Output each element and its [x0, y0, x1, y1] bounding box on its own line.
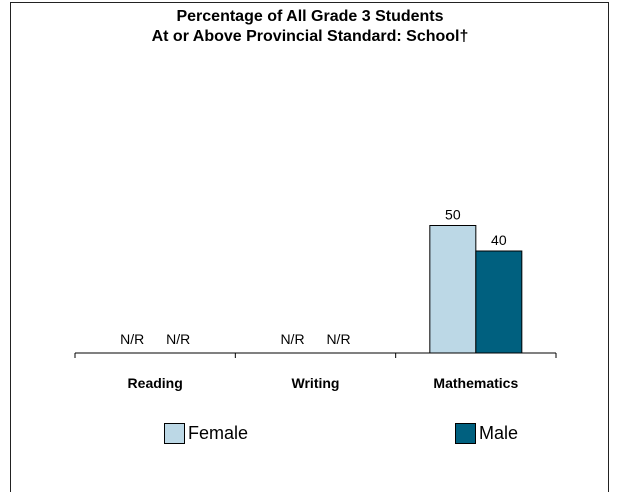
chart-title-line-1: Percentage of All Grade 3 Students: [176, 8, 444, 25]
data-label-female-reading: N/R: [120, 331, 144, 347]
legend-label-male: Male: [479, 423, 519, 443]
bar-female-mathematics: [429, 225, 477, 354]
data-label-male-reading: N/R: [166, 331, 190, 347]
legend-label-female: Female: [188, 423, 249, 443]
legend-swatch-male: [455, 423, 476, 444]
data-label-male-mathematics: 40: [491, 232, 507, 248]
data-label-male-writing: N/R: [326, 331, 350, 347]
legend-swatch-female: [164, 423, 185, 444]
chart-frame: [10, 2, 609, 492]
legend-item-male: Male: [455, 423, 518, 444]
category-label-reading: Reading: [128, 375, 183, 391]
category-label-writing: Writing: [292, 375, 340, 391]
category-label-mathematics: Mathematics: [433, 375, 518, 391]
data-label-female-writing: N/R: [280, 331, 304, 347]
bar-male-mathematics: [475, 250, 523, 354]
chart-title-line-2: At or Above Provincial Standard: School†: [151, 28, 469, 45]
legend-item-female: Female: [164, 423, 248, 444]
chart-title: Percentage of All Grade 3 Students At or…: [0, 7, 620, 47]
data-label-female-mathematics: 50: [445, 207, 461, 223]
